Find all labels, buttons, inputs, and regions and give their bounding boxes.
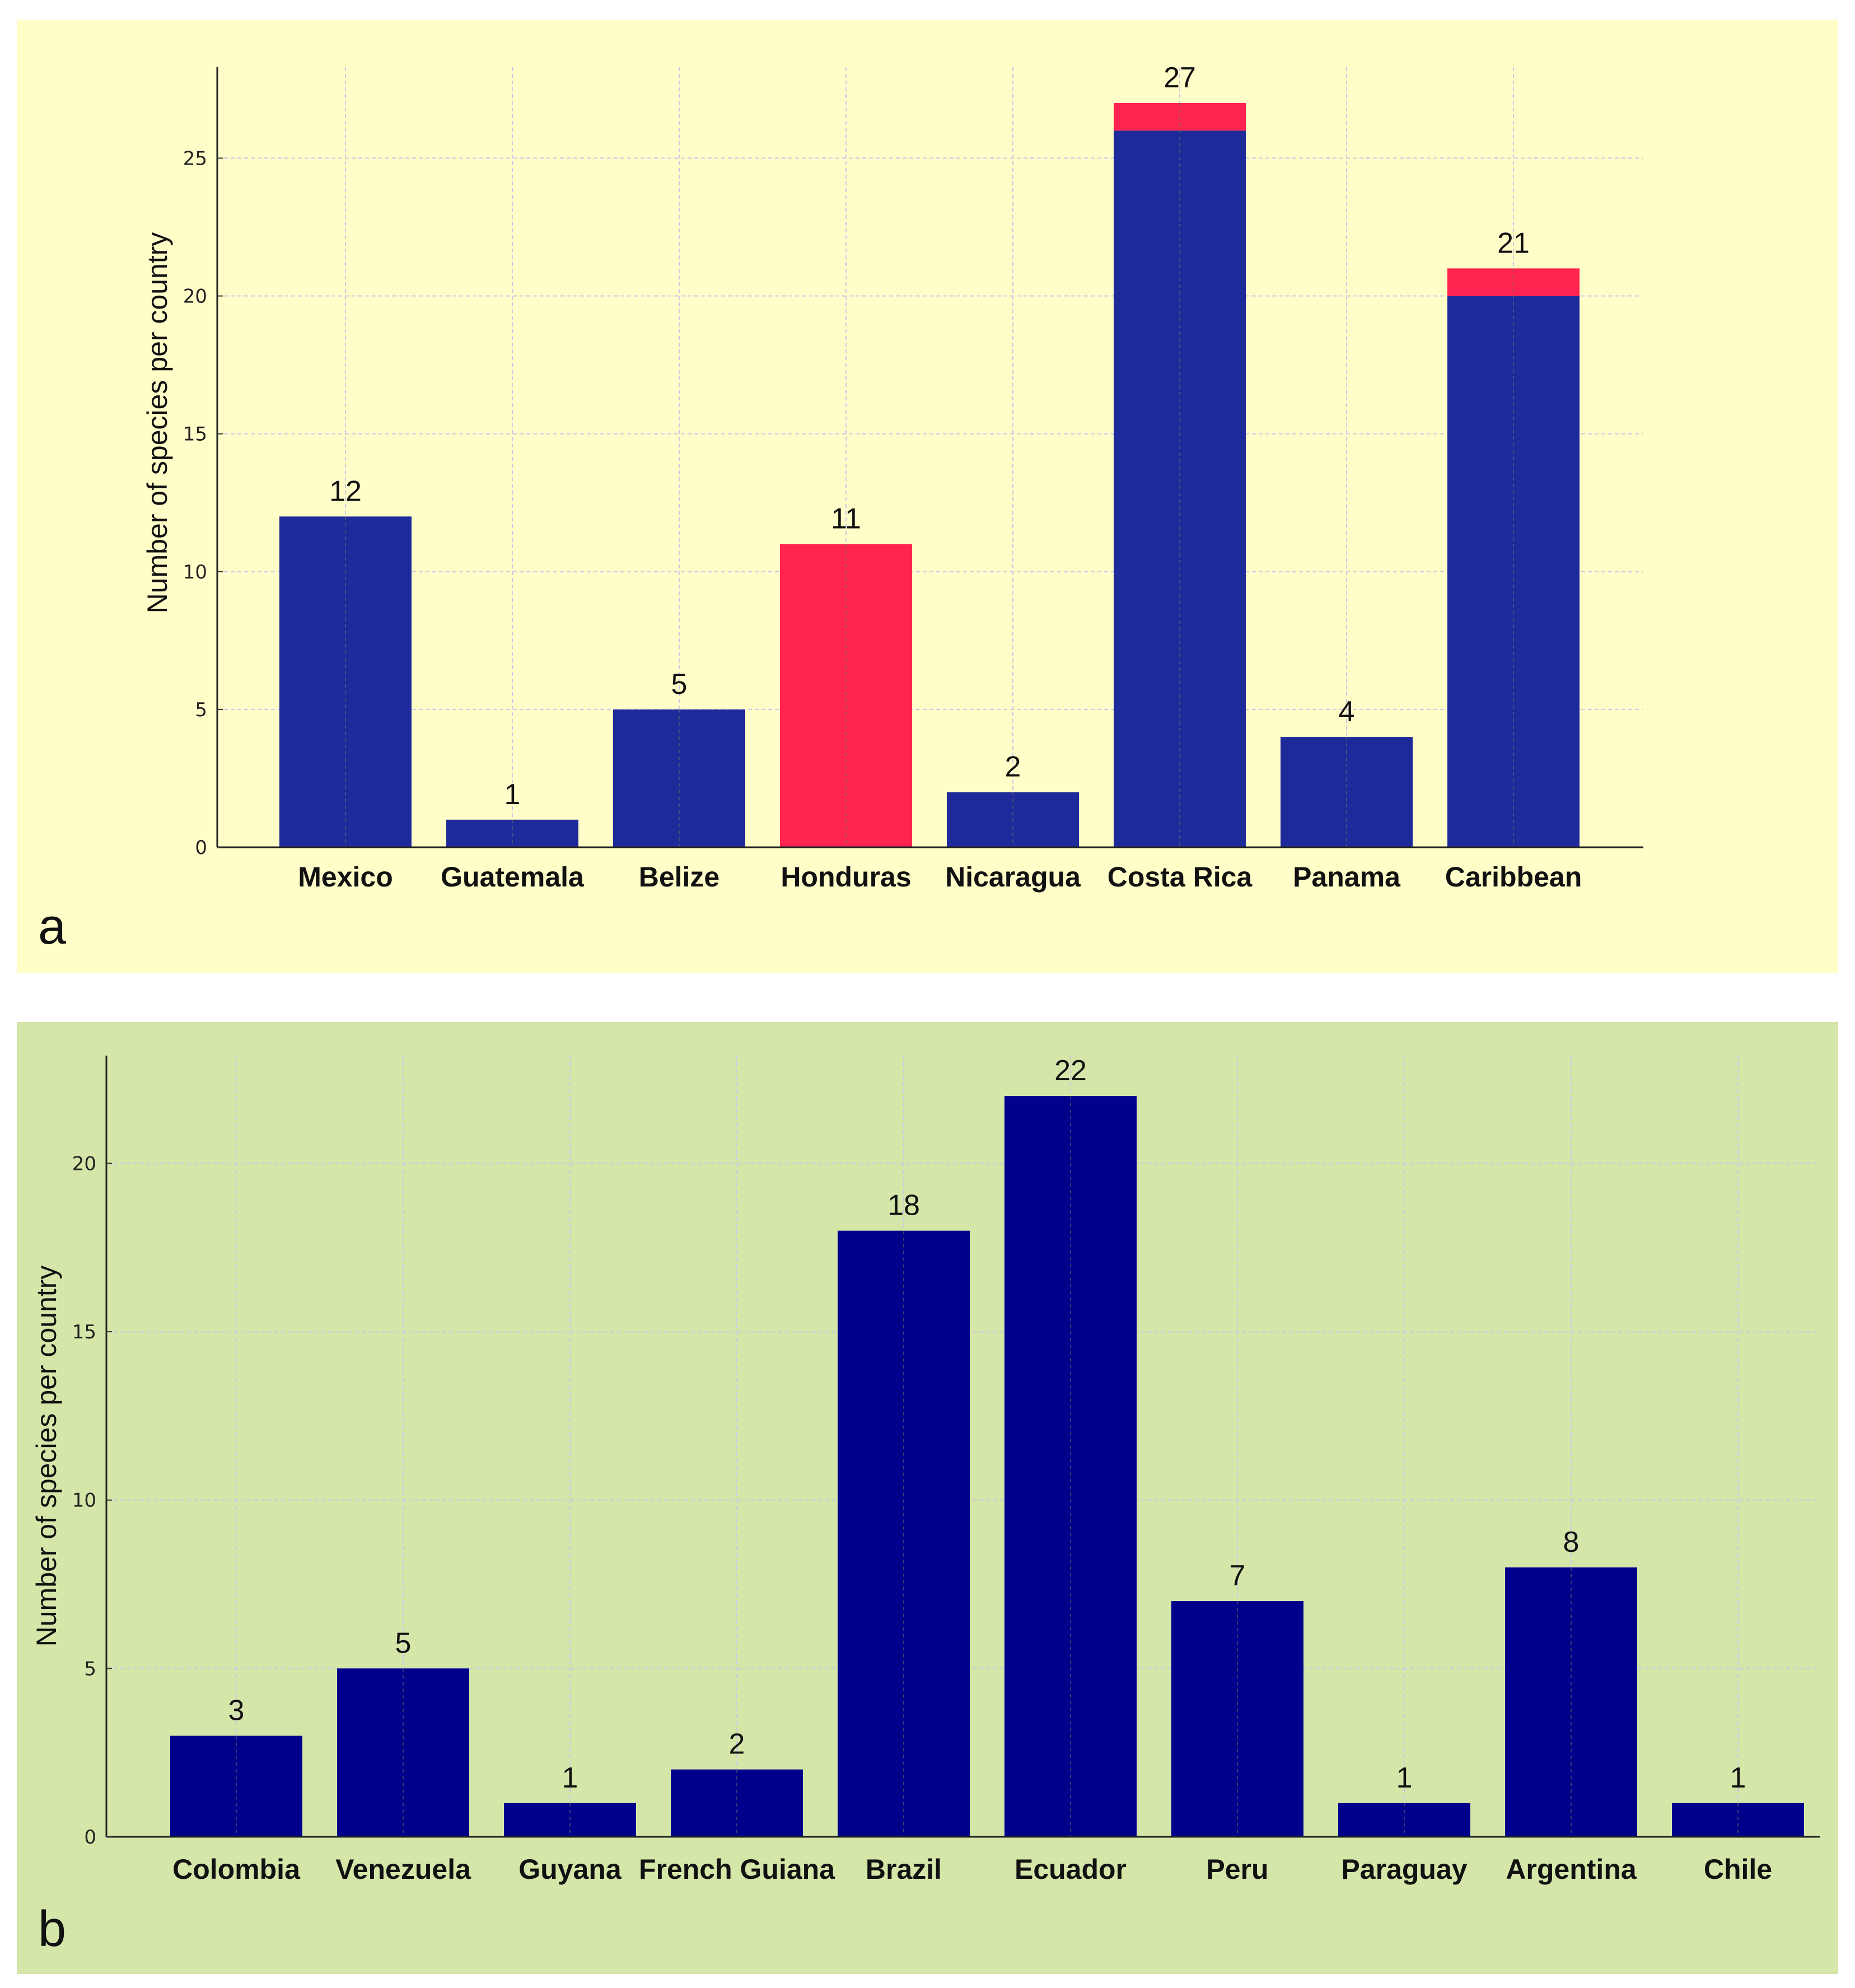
x-category-label: Venezuela [335,1854,471,1885]
bar-value-label: 8 [1563,1526,1580,1558]
bar-value-label: 5 [671,668,688,701]
x-category-label: Panama [1293,861,1401,893]
bar-value-label: 1 [1730,1762,1746,1794]
bar-value-label: 2 [729,1728,745,1761]
panel-a-value-labels: 12 1 5 11 2 27 4 21 [329,62,1530,811]
y-tick-label: 20 [183,286,207,308]
bar-colombia-segment-0 [170,1735,302,1837]
y-tick-label: 0 [195,837,207,859]
y-tick-label: 20 [72,1152,96,1175]
x-category-label: Colombia [172,1854,301,1885]
bar-value-label: 4 [1339,696,1355,728]
bar-value-label: 1 [562,1762,578,1794]
x-category-label: Brazil [866,1854,942,1885]
bar-value-label: 1 [1396,1762,1413,1794]
bar-value-label: 27 [1164,62,1196,94]
panel-a-bars [279,102,1580,847]
panel-a-axes [216,67,1643,848]
x-category-label: Ecuador [1015,1854,1127,1885]
y-tick-label: 0 [84,1826,96,1849]
y-tick-label: 5 [195,699,207,721]
bar-value-label: 1 [504,778,521,811]
x-category-label: French Guiana [639,1854,835,1885]
panel-b-x-ticks: Colombia Venezuela Guyana French Guiana Braz… [172,1854,1772,1885]
bar-value-label: 18 [887,1189,920,1222]
x-category-label: Peru [1206,1854,1268,1885]
x-category-label: Guyana [518,1854,622,1885]
x-category-label: Paraguay [1341,1854,1467,1885]
panel-a-y-axis-label: Number of species per country [142,232,173,614]
bar-value-label: 21 [1497,227,1530,259]
y-tick-label: 15 [183,423,207,446]
x-category-label: Nicaragua [945,861,1081,893]
y-tick-label: 15 [72,1321,96,1343]
x-category-label: Caribbean [1445,861,1582,893]
y-tick-label: 25 [183,147,207,170]
x-category-label: Honduras [781,861,911,893]
y-tick-label: 5 [84,1658,96,1680]
x-category-label: Mexico [298,861,393,893]
bar-value-label: 5 [395,1627,412,1659]
bar-value-label: 22 [1054,1054,1087,1087]
x-category-label: Guatemala [441,861,585,893]
bar-value-label: 3 [228,1695,245,1727]
panel-a-y-ticks: 0 5 10 15 20 25 [183,147,223,859]
panel-a-letter: a [38,899,67,955]
x-category-label: Argentina [1506,1854,1637,1885]
panel-b-bars [170,1096,1804,1837]
bar-value-label: 12 [329,475,362,507]
y-tick-label: 10 [183,561,207,584]
panel-b-y-axis-label: Number of species per country [31,1266,62,1647]
bar-honduras-segment-1 [780,544,912,847]
y-tick-label: 10 [72,1490,96,1512]
panel-a-x-ticks: Mexico Guatemala Belize Honduras Nicaragua Co… [298,861,1582,893]
panel-b-axes [105,1056,1820,1838]
bar-value-label: 2 [1005,751,1021,783]
panel-b-letter: b [38,1901,66,1957]
bar-value-label: 11 [831,503,861,535]
bar-value-label: 7 [1230,1560,1246,1592]
panel-b-y-ticks: 0 5 10 15 20 [72,1152,112,1849]
x-category-label: Belize [639,861,720,893]
x-category-label: Costa Rica [1108,861,1253,893]
x-category-label: Chile [1704,1854,1772,1885]
